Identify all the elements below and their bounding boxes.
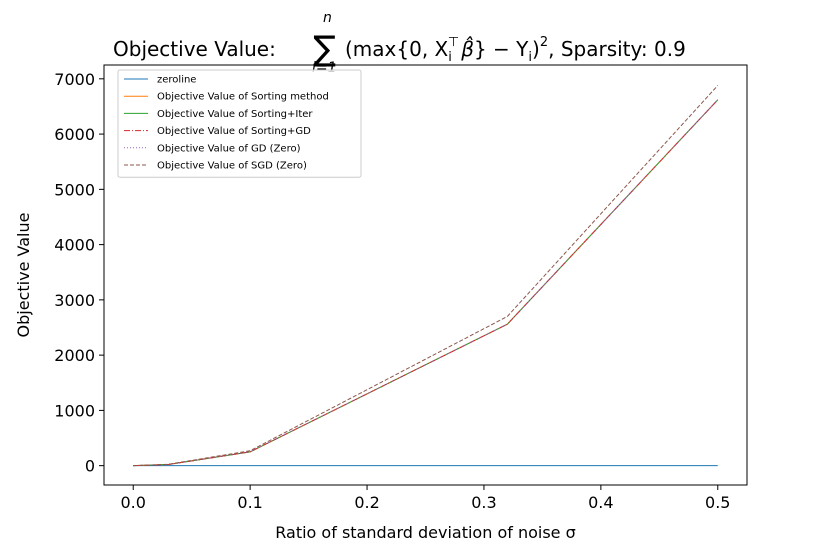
formula-sup-2: 2 <box>540 35 548 50</box>
x-axis-label: Ratio of standard deviation of noise σ <box>275 523 575 542</box>
legend-label: zeroline <box>157 75 196 86</box>
legend-label: Objective Value of Sorting+Iter <box>157 109 313 120</box>
y-axis: 0 1000 2000 3000 4000 5000 6000 7000 <box>54 70 104 476</box>
legend-box <box>117 69 362 178</box>
formula-sup-transpose: ⊤ <box>448 35 459 50</box>
formula-part-b: } − Y <box>474 37 529 61</box>
x-tick-label: 0.4 <box>588 493 613 512</box>
x-tick-label: 0.2 <box>354 493 379 512</box>
y-tick-label: 4000 <box>54 236 95 255</box>
formula-sub-i2: i <box>528 50 532 65</box>
x-tick-label: 0.3 <box>471 493 496 512</box>
chart-title: Objective Value: ∑ n i=1 (max{0, Xi⊤ β̂} … <box>113 10 686 76</box>
legend-label: Objective Value of Sorting method <box>157 92 329 103</box>
y-axis-label: Objective Value <box>14 213 33 338</box>
formula-body: (max{0, Xi⊤ β̂} − Yi)2, Sparsity: 0.9 <box>345 35 686 65</box>
legend-label: Objective Value of SGD (Zero) <box>157 161 307 172</box>
plot-frame <box>103 64 748 486</box>
formula-sub-i: i <box>448 50 452 65</box>
y-tick-label: 7000 <box>54 70 95 89</box>
x-axis: 0.0 0.1 0.2 0.3 0.4 0.5 <box>121 485 730 512</box>
x-tick-label: 0.0 <box>121 493 146 512</box>
y-tick-label: 3000 <box>54 291 95 310</box>
x-tick-label: 0.5 <box>705 493 730 512</box>
series-line-5 <box>133 99 719 467</box>
formula-part-c: ) <box>532 37 540 61</box>
y-tick-label: 6000 <box>54 125 95 144</box>
series-lines <box>133 85 719 467</box>
series-line-6 <box>133 85 719 467</box>
formula-part-a: (max{0, X <box>345 37 449 61</box>
legend-label: Objective Value of GD (Zero) <box>157 143 301 154</box>
y-tick-label: 2000 <box>54 346 95 365</box>
legend-label: Objective Value of Sorting+GD <box>157 126 311 137</box>
title-suffix: , Sparsity: 0.9 <box>548 37 686 61</box>
formula-beta: β̂ <box>460 36 474 61</box>
sum-upper-limit: n <box>323 10 332 26</box>
legend: zeroline Objective Value of Sorting metho… <box>117 69 362 178</box>
title-prefix: Objective Value: <box>113 37 282 61</box>
y-tick-label: 1000 <box>54 401 95 420</box>
x-tick-label: 0.1 <box>237 493 262 512</box>
sum-symbol: ∑ <box>313 29 336 69</box>
y-tick-label: 0 <box>85 457 95 476</box>
y-tick-label: 5000 <box>54 180 95 199</box>
